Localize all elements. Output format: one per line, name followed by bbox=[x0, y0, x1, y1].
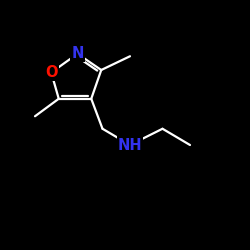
Text: N: N bbox=[71, 46, 84, 61]
Text: O: O bbox=[45, 65, 58, 80]
Text: NH: NH bbox=[118, 138, 142, 152]
